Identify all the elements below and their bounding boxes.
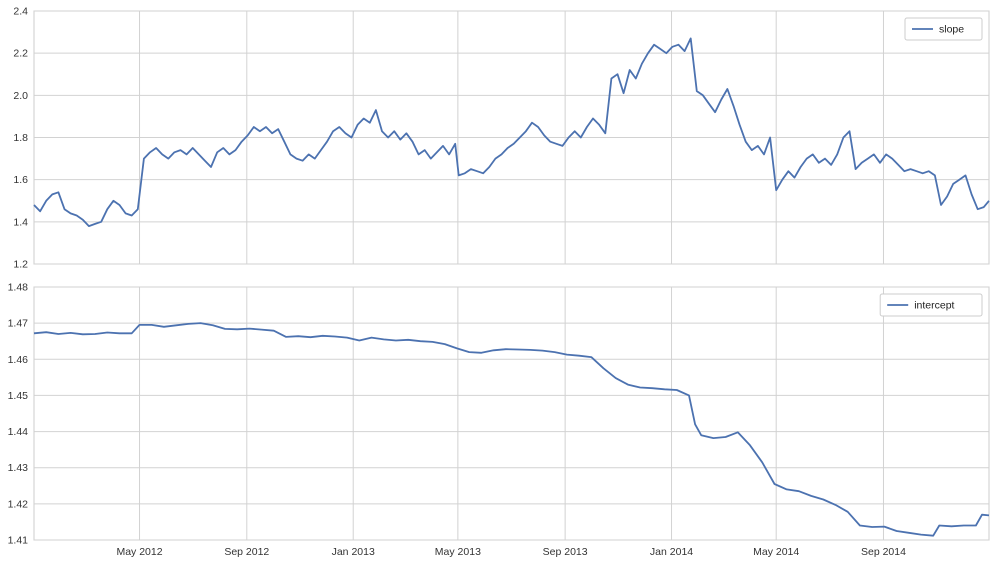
y-tick-label: 1.6 <box>13 174 28 186</box>
chart-panel-2: 1.41 1.42 1.43 1.44 1.45 1.46 1.47 1.48 May 2012… <box>8 282 990 558</box>
y-tick-label: 2.4 <box>13 6 28 18</box>
y-tick-label: 1.48 <box>8 282 29 294</box>
legend-box <box>904 17 983 41</box>
x-tick-label: May 2013 <box>435 546 481 558</box>
y-tick-label: 1.45 <box>8 390 29 402</box>
x-tick-label: May 2012 <box>116 546 162 558</box>
y-tick-label: 1.43 <box>8 462 29 474</box>
legend-label: intercept <box>914 300 954 312</box>
y-tick-label: 1.42 <box>8 498 29 510</box>
series-line-slope <box>33 37 990 227</box>
legend-label: slope <box>939 24 964 36</box>
y-tick-label: 1.4 <box>13 216 28 228</box>
chart-panel-1: 1.2 1.4 1.6 1.8 2.0 2.2 2.4 slope <box>13 6 990 271</box>
y-tick-label: 1.46 <box>8 354 29 366</box>
x-tick-label: May 2014 <box>753 546 799 558</box>
y-tick-label: 1.8 <box>13 132 28 144</box>
x-tick-label: Sep 2013 <box>543 546 588 558</box>
y-tick-label: 1.2 <box>13 259 28 271</box>
y-tick-label: 2.0 <box>13 90 28 102</box>
x-tick-label: Jan 2013 <box>332 546 375 558</box>
plot-area <box>33 286 990 541</box>
y-tick-label: 1.41 <box>8 535 29 547</box>
x-tick-label: Sep 2014 <box>861 546 906 558</box>
y-tick-label: 1.44 <box>8 426 29 438</box>
y-tick-label: 1.47 <box>8 318 29 330</box>
x-tick-label: Sep 2012 <box>224 546 269 558</box>
x-tick-label: Jan 2014 <box>650 546 693 558</box>
series-line-intercept <box>33 322 990 537</box>
y-tick-label: 2.2 <box>13 48 28 60</box>
legend-box <box>879 293 983 317</box>
